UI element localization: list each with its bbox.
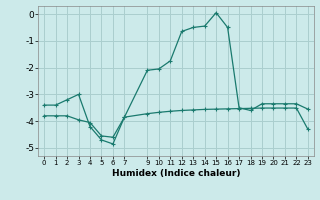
X-axis label: Humidex (Indice chaleur): Humidex (Indice chaleur) xyxy=(112,169,240,178)
